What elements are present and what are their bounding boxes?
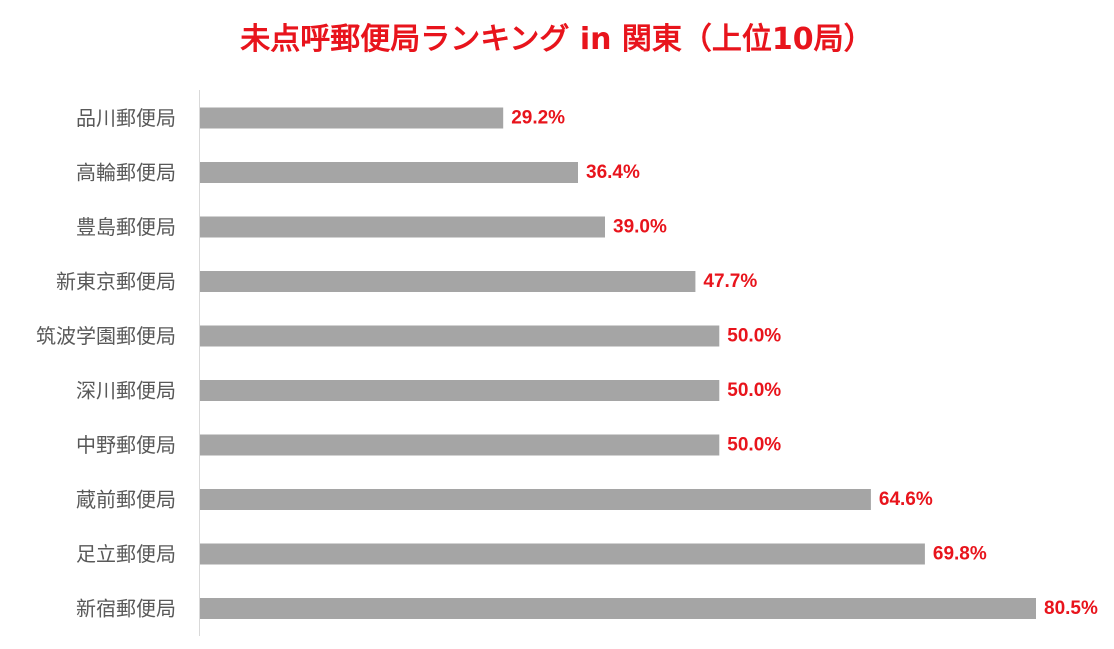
bar [200,162,578,183]
category-label: 筑波学園郵便局 [36,324,176,348]
bars-group [200,107,1036,619]
category-label: 蔵前郵便局 [76,488,176,512]
bar [200,107,504,129]
bar [200,543,925,565]
bar [200,216,605,238]
category-label: 高輪郵便局 [76,161,176,185]
value-label: 50.0% [727,435,781,456]
value-label: 80.5% [1044,598,1098,619]
value-label: 29.2% [511,108,565,129]
bar [200,434,720,456]
value-label: 47.7% [703,271,757,292]
bar [200,325,720,347]
category-label: 新宿郵便局 [76,597,176,621]
category-label: 豊島郵便局 [76,215,176,239]
bar [200,380,720,401]
category-labels: 品川郵便局高輪郵便局豊島郵便局新東京郵便局筑波学園郵便局深川郵便局中野郵便局蔵前… [36,106,176,621]
value-label: 50.0% [727,380,781,401]
value-label: 64.6% [879,489,933,510]
value-label: 69.8% [933,544,987,565]
category-label: 足立郵便局 [76,542,176,566]
value-label: 36.4% [586,162,640,183]
category-label: 深川郵便局 [76,379,176,403]
value-label: 50.0% [727,326,781,347]
category-label: 品川郵便局 [76,106,176,130]
bar [200,271,696,292]
category-label: 新東京郵便局 [56,270,176,294]
chart-title: 未点呼郵便局ランキング in 関東（上位10局） [240,22,874,57]
bar [200,489,871,510]
value-labels: 29.2% 36.4% 39.0% 47.7% 50.0% 50.0% 50.0% 64.6%… [511,108,1098,620]
category-label: 中野郵便局 [76,433,176,457]
bar [200,598,1036,619]
value-label: 39.0% [613,217,667,238]
